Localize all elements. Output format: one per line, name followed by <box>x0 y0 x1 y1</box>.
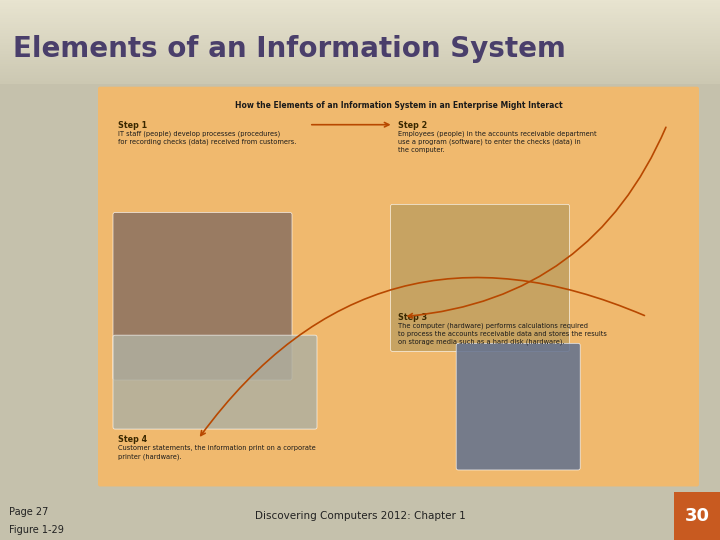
Bar <box>0 2 720 3</box>
Bar <box>0 44 720 45</box>
Bar <box>0 46 720 47</box>
Bar <box>0 48 720 49</box>
Bar <box>0 57 720 58</box>
Bar <box>0 49 720 50</box>
Bar <box>0 20 720 21</box>
Bar <box>0 10 720 11</box>
Bar <box>0 1 720 2</box>
FancyBboxPatch shape <box>98 87 699 487</box>
Text: How the Elements of an Information System in an Enterprise Might Interact: How the Elements of an Information Syste… <box>235 100 562 110</box>
Bar <box>0 3 720 4</box>
Text: Discovering Computers 2012: Chapter 1: Discovering Computers 2012: Chapter 1 <box>255 511 465 521</box>
Bar <box>0 72 720 73</box>
Bar <box>0 81 720 82</box>
Text: Customer statements, the information print on a corporate
printer (hardware).: Customer statements, the information pri… <box>118 446 316 460</box>
Bar <box>0 18 720 19</box>
Bar <box>0 45 720 46</box>
Bar <box>0 69 720 70</box>
Bar <box>0 80 720 81</box>
Bar <box>0 22 720 23</box>
Bar <box>0 42 720 43</box>
Bar <box>0 0 720 1</box>
Text: Step 3: Step 3 <box>398 313 428 322</box>
Bar <box>0 37 720 38</box>
Bar <box>0 23 720 24</box>
Bar <box>0 16 720 17</box>
Bar <box>0 73 720 75</box>
Text: 30: 30 <box>685 507 709 525</box>
Bar <box>0 53 720 55</box>
Bar <box>0 24 720 25</box>
Bar <box>0 14 720 15</box>
Text: Elements of an Information System: Elements of an Information System <box>13 35 566 63</box>
Bar <box>0 33 720 35</box>
Bar <box>0 40 720 41</box>
Bar <box>0 32 720 33</box>
Bar <box>0 62 720 63</box>
Bar <box>0 6 720 8</box>
Bar <box>0 5 720 6</box>
Bar <box>0 65 720 66</box>
Bar <box>0 19 720 20</box>
Bar <box>0 43 720 44</box>
Bar <box>0 27 720 28</box>
Bar <box>0 64 720 65</box>
Bar <box>0 79 720 80</box>
Bar <box>0 83 720 84</box>
Bar <box>0 71 720 72</box>
Bar <box>0 70 720 71</box>
FancyBboxPatch shape <box>390 204 570 352</box>
Bar <box>0 15 720 16</box>
Bar <box>0 67 720 68</box>
Bar <box>0 63 720 64</box>
Bar <box>0 11 720 12</box>
Bar <box>0 47 720 48</box>
Bar <box>0 68 720 69</box>
Bar <box>0 60 720 61</box>
Bar <box>0 25 720 26</box>
Bar <box>0 30 720 31</box>
Bar <box>0 56 720 57</box>
Bar <box>0 12 720 14</box>
Bar <box>0 66 720 67</box>
Bar <box>0 9 720 10</box>
Bar <box>0 78 720 79</box>
Bar <box>0 77 720 78</box>
FancyBboxPatch shape <box>113 335 317 429</box>
Bar <box>0 41 720 42</box>
Bar <box>0 21 720 22</box>
Bar <box>0 52 720 53</box>
Text: Step 2: Step 2 <box>398 121 428 130</box>
Bar <box>0 61 720 62</box>
Bar <box>0 31 720 32</box>
Text: Employees (people) in the accounts receivable department
use a program (software: Employees (people) in the accounts recei… <box>398 131 597 153</box>
Bar <box>0 36 720 37</box>
FancyBboxPatch shape <box>113 213 292 380</box>
FancyBboxPatch shape <box>456 343 580 470</box>
Text: Step 4: Step 4 <box>118 435 147 444</box>
Bar <box>0 4 720 5</box>
Bar <box>0 59 720 60</box>
Bar <box>0 75 720 76</box>
Bar <box>0 29 720 30</box>
Text: Figure 1-29: Figure 1-29 <box>9 525 64 535</box>
Bar <box>0 39 720 40</box>
Bar <box>0 8 720 9</box>
Bar <box>0 51 720 52</box>
Bar <box>0 50 720 51</box>
Bar <box>0 58 720 59</box>
Bar <box>0 55 720 56</box>
Bar <box>0 17 720 18</box>
Bar <box>0 82 720 83</box>
Text: The computer (hardware) performs calculations required
to process the accounts r: The computer (hardware) performs calcula… <box>398 322 608 345</box>
Bar <box>0 38 720 39</box>
Text: Page 27: Page 27 <box>9 507 49 517</box>
Text: IT staff (people) develop processes (procedures)
for recording checks (data) rec: IT staff (people) develop processes (pro… <box>118 131 297 145</box>
Bar <box>0 76 720 77</box>
Bar <box>0 35 720 36</box>
Text: Step 1: Step 1 <box>118 121 147 130</box>
Bar <box>674 492 720 540</box>
Bar <box>0 28 720 29</box>
Bar <box>0 26 720 27</box>
